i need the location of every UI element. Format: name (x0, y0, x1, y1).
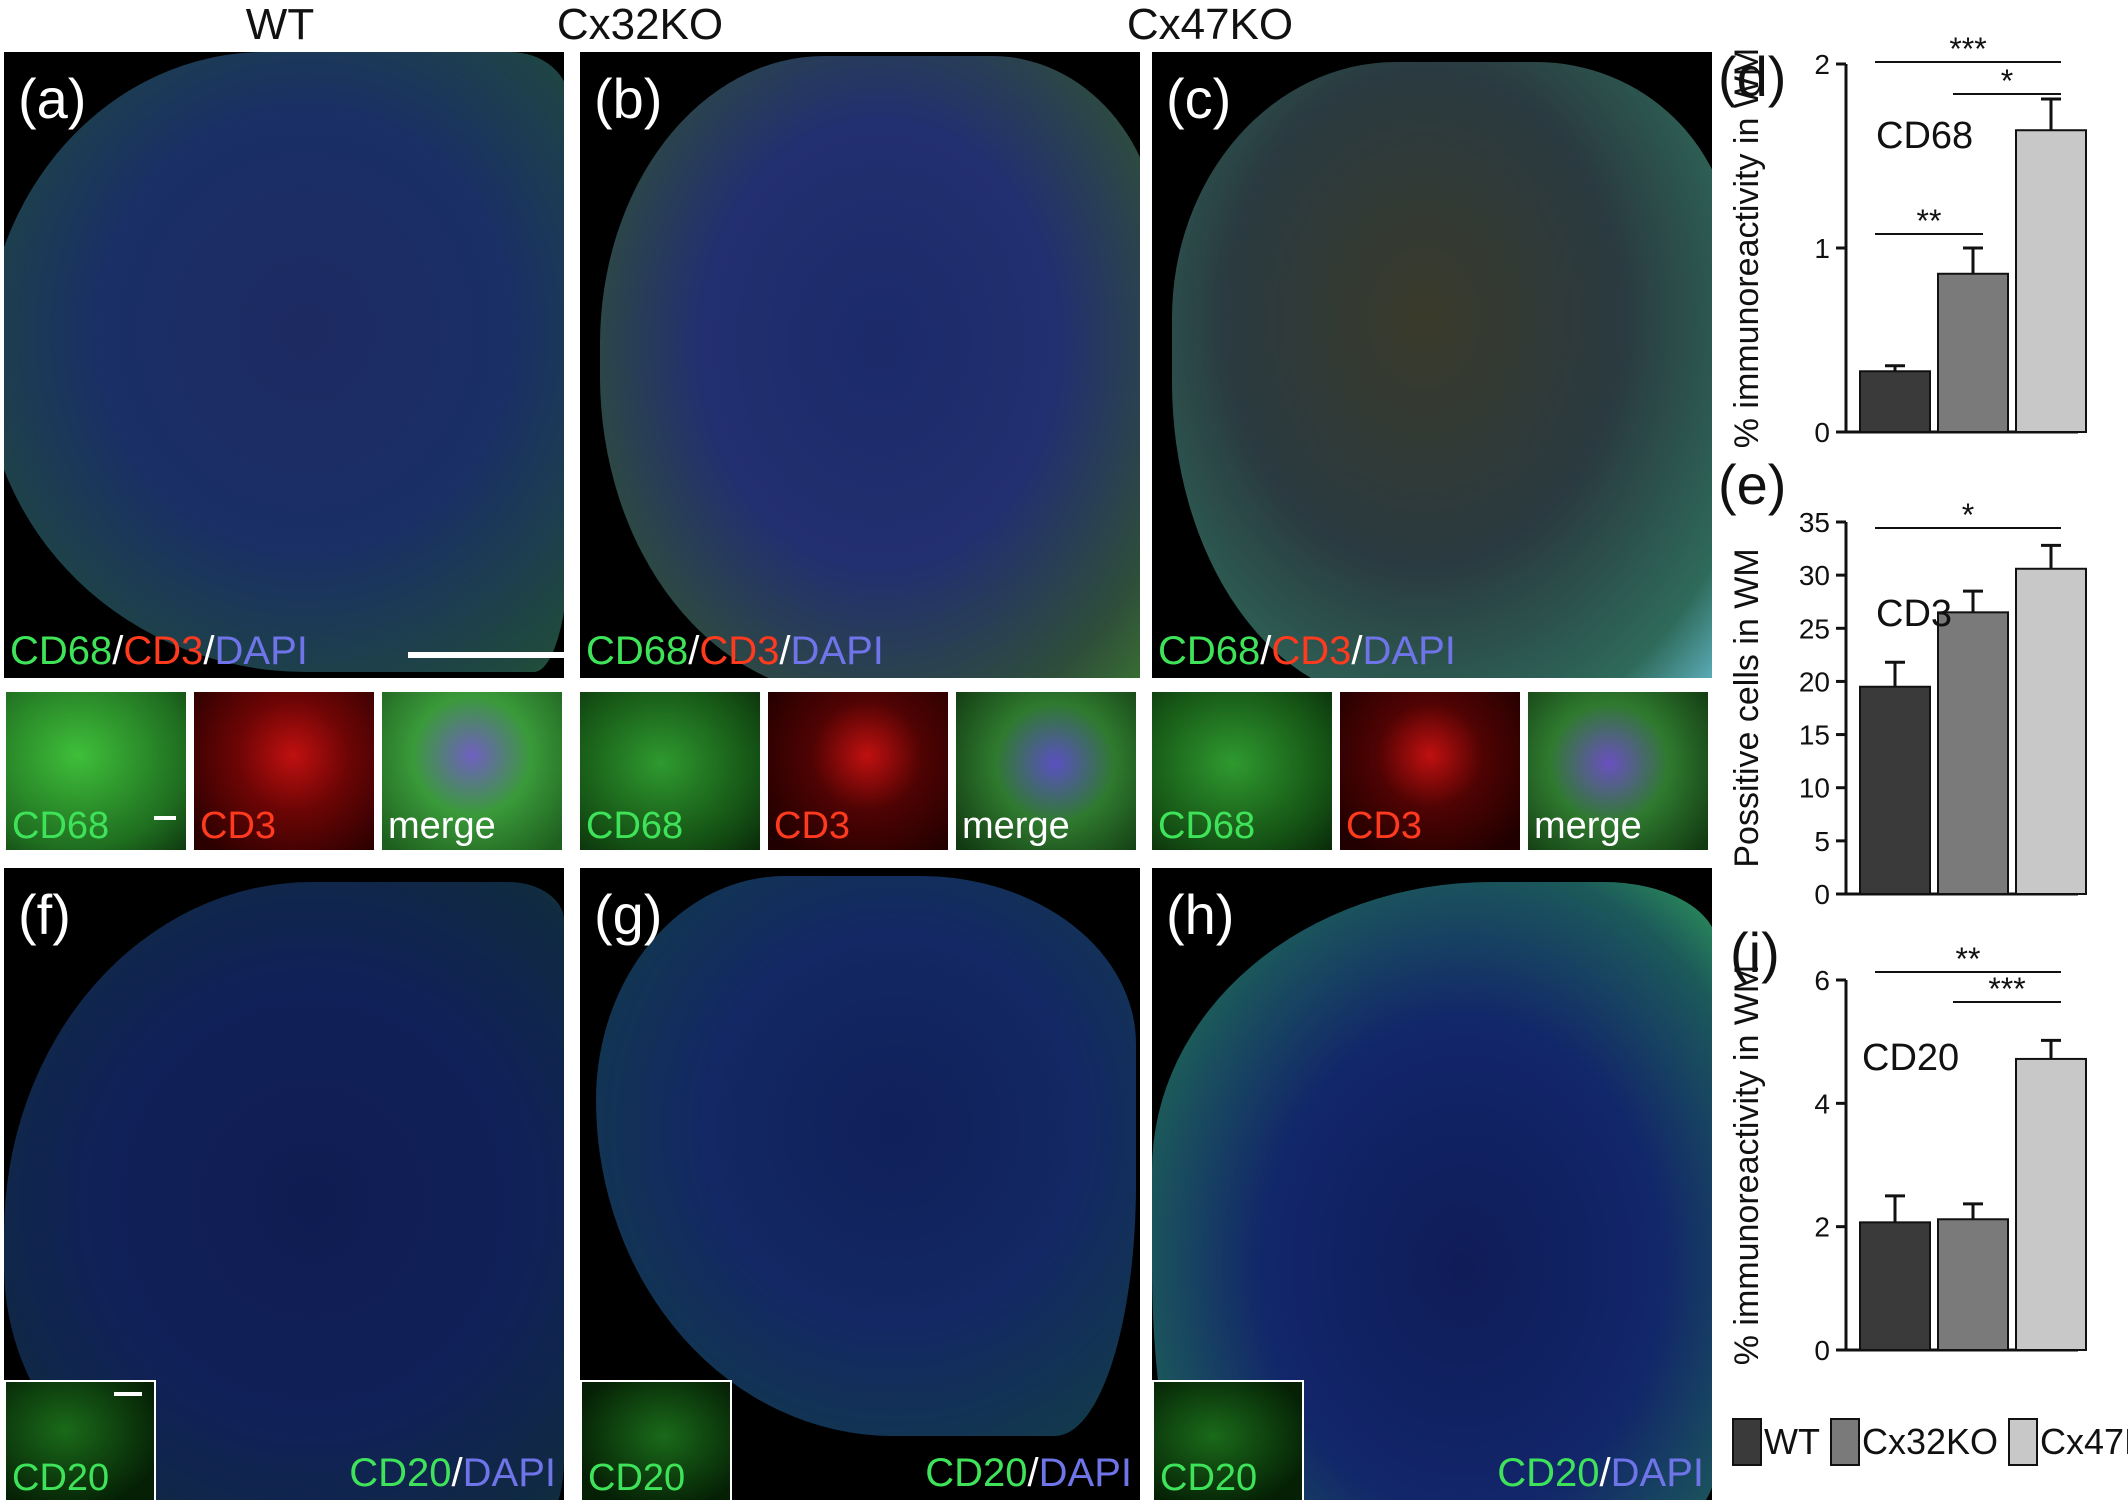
significance-mark: *** (1988, 971, 2025, 1007)
inset-cd68-wt: CD68 (6, 692, 186, 850)
y-tick-label: 0 (1814, 417, 1830, 448)
bar-cx32ko (1937, 272, 2009, 434)
legend-swatch-cx47ko (2008, 1418, 2039, 1466)
y-tick-label: 25 (1799, 613, 1830, 644)
y-tick-label: 6 (1814, 965, 1830, 996)
significance-mark: *** (1949, 31, 1986, 67)
y-tick-label: 0 (1814, 1335, 1830, 1366)
stain-label: CD20/DAPI (349, 1451, 556, 1495)
scale-bar (114, 1392, 142, 1396)
significance-mark: ** (1917, 203, 1942, 239)
y-tick-label: 20 (1799, 666, 1830, 697)
inset-merge-cx47ko: merge (1528, 692, 1708, 850)
y-tick-label: 2 (1814, 49, 1830, 80)
inset-merge-cx32ko: merge (956, 692, 1136, 850)
chart-title: CD20 (1862, 1037, 1959, 1079)
legend: WT Cx32KO Cx47KO (1732, 1418, 2128, 1466)
panel-label-i: (i) (1730, 921, 1780, 984)
stain-label: CD68/CD3/DAPI (586, 629, 884, 673)
inset-merge-wt: merge (382, 692, 562, 850)
y-tick-label: 5 (1814, 826, 1830, 857)
micrograph-a: (a) CD68/CD3/DAPI (4, 52, 564, 678)
y-tick-label: 1 (1814, 233, 1830, 264)
inset-cd20-cx47ko: CD20 (1152, 1380, 1304, 1500)
column-title-cx47ko: Cx47KO (1126, 0, 1294, 49)
tissue-section (1172, 62, 1712, 678)
legend-item-cx47ko: Cx47KO (2008, 1418, 2128, 1466)
panel-label: (h) (1166, 883, 1235, 946)
bar-wt (1859, 1221, 1931, 1351)
inset-cd20-cx32ko: CD20 (580, 1380, 732, 1500)
y-axis-label: % immunoreactivity in WM (1728, 48, 1766, 449)
inset-cd3-cx32ko: CD3 (768, 692, 948, 850)
chart-title: CD3 (1876, 593, 1952, 635)
bar-wt (1859, 685, 1931, 895)
panel-label-e: (e) (1718, 453, 1787, 516)
stain-label: CD20/DAPI (1497, 1451, 1704, 1495)
micrograph-f: (f) CD20 CD20/DAPI (4, 868, 564, 1500)
bar-cx47ko (2015, 129, 2087, 434)
micrograph-h: (h) CD20 CD20/DAPI (1152, 868, 1712, 1500)
y-tick-label: 4 (1814, 1088, 1830, 1119)
bar-wt (1859, 370, 1931, 433)
y-tick-label: 2 (1814, 1212, 1830, 1243)
micrograph-c: (c) CD68/CD3/DAPI (1152, 52, 1712, 678)
legend-item-cx32ko: Cx32KO (1829, 1418, 1998, 1466)
stain-label: CD20/DAPI (925, 1451, 1132, 1495)
panel-label: (f) (18, 883, 71, 946)
y-tick-label: 35 (1799, 507, 1830, 538)
tissue-section (4, 52, 564, 672)
y-tick-label: 10 (1799, 773, 1830, 804)
legend-swatch-cx32ko (1829, 1418, 1860, 1466)
bar-cx32ko (1937, 1218, 2009, 1352)
y-axis-label: % immunoreactivity in WM (1728, 965, 1766, 1366)
column-title-wt: WT (245, 0, 315, 49)
chart-title: CD68 (1876, 115, 1973, 157)
panel-label: (c) (1166, 67, 1232, 130)
legend-swatch-wt (1732, 1418, 1762, 1466)
scale-bar (154, 816, 176, 820)
bar-cx47ko (2015, 567, 2087, 895)
significance-mark: ** (1956, 941, 1981, 977)
y-tick-label: 15 (1799, 720, 1830, 751)
y-tick-label: 0 (1814, 879, 1830, 910)
panel-label: (a) (18, 67, 87, 130)
stain-label: CD68/CD3/DAPI (10, 629, 308, 673)
significance-mark: * (2001, 63, 2013, 99)
bar-cx47ko (2015, 1057, 2087, 1352)
y-axis-label: Possitive cells in WM (1728, 548, 1766, 867)
tissue-section (600, 56, 1140, 678)
panel-label: (b) (594, 67, 663, 130)
legend-item-wt: WT (1732, 1418, 1820, 1466)
inset-cd3-cx47ko: CD3 (1340, 692, 1520, 850)
inset-cd3-wt: CD3 (194, 692, 374, 850)
micrograph-g: (g) CD20 CD20/DAPI (580, 868, 1140, 1500)
panel-label-d: (d) (1718, 45, 1787, 108)
significance-mark: * (1962, 497, 1974, 533)
column-title-cx32ko: Cx32KO (556, 0, 724, 49)
inset-cd68-cx47ko: CD68 (1152, 692, 1332, 850)
inset-cd20-wt: CD20 (4, 1380, 156, 1500)
micrograph-b: (b) CD68/CD3/DAPI (580, 52, 1140, 678)
inset-cd68-cx32ko: CD68 (580, 692, 760, 850)
scale-bar (408, 652, 564, 658)
stain-label: CD68/CD3/DAPI (1158, 629, 1456, 673)
panel-label: (g) (594, 883, 663, 946)
bar-cx32ko (1937, 611, 2009, 895)
y-tick-label: 30 (1799, 560, 1830, 591)
